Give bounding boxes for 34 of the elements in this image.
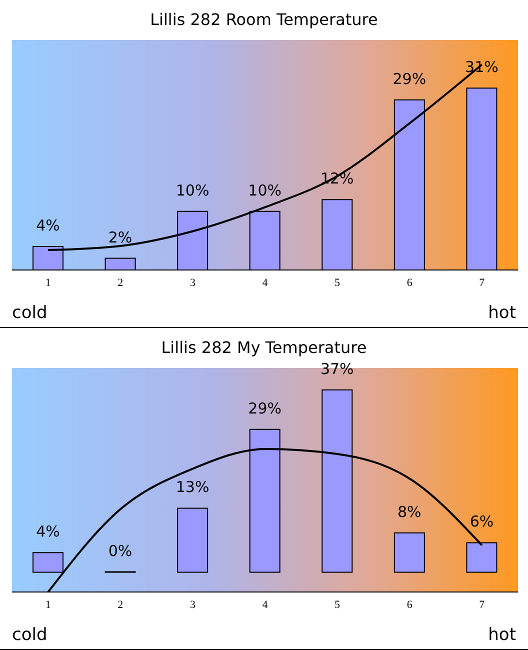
chart-title: Lillis 282 Room Temperature: [149, 10, 379, 29]
data-label: 8%: [398, 502, 422, 521]
x-tick-label: 5: [334, 598, 341, 611]
data-label: 10%: [248, 181, 282, 200]
data-label: 6%: [470, 512, 494, 531]
data-label: 29%: [248, 399, 282, 418]
data-label: 13%: [176, 478, 210, 496]
x-tick-label: 6: [406, 276, 413, 289]
x-tick-label: 1: [45, 276, 51, 289]
data-label: 0%: [108, 542, 132, 560]
data-label: 4%: [36, 522, 60, 541]
x-tick-label: 5: [334, 276, 341, 289]
text: hot: [488, 303, 516, 323]
x-tick-label: 1: [45, 598, 51, 611]
data-label: 29%: [392, 70, 426, 88]
x-tick-label: 2: [118, 276, 124, 289]
x-tick-label: 7: [479, 598, 486, 611]
data-label: 2%: [108, 228, 132, 246]
x-tick-label: 4: [262, 276, 268, 289]
x-tick-label: 3: [190, 598, 196, 611]
x-tick-label: 3: [190, 276, 196, 289]
x-tick-label: 2: [118, 598, 124, 611]
x-tick-label: 7: [479, 276, 486, 289]
x-tick-label: 4: [262, 598, 268, 611]
text: hot: [488, 625, 516, 645]
bar: [394, 532, 425, 573]
text: cold: [12, 303, 48, 323]
chart-title: Lillis 282 My Temperature: [160, 338, 368, 357]
x-tick-label: 6: [406, 598, 413, 611]
data-label: 4%: [36, 216, 60, 235]
data-label: 10%: [176, 181, 210, 200]
bar: [177, 508, 208, 573]
data-label: 37%: [320, 360, 354, 378]
text: cold: [12, 625, 48, 645]
